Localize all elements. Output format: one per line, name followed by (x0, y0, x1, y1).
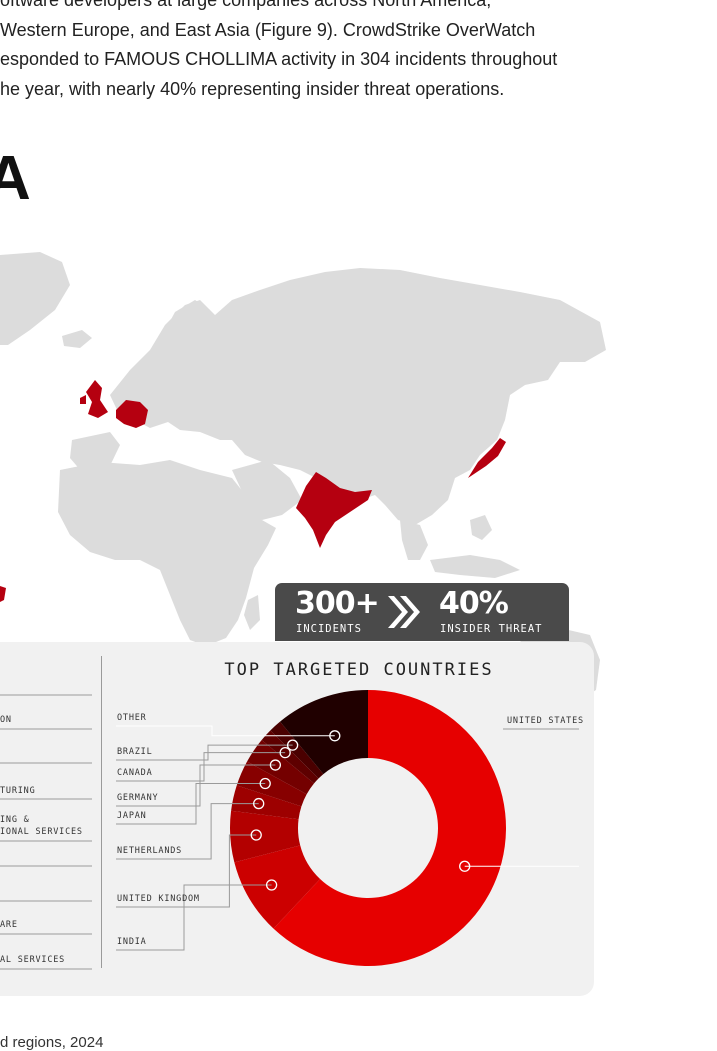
callout-line (116, 744, 293, 761)
callout-marker (265, 879, 278, 891)
intro-paragraph: oftware developers at large companies ac… (0, 0, 640, 104)
map-japan (468, 438, 506, 478)
map-landmass (0, 252, 606, 700)
intro-line: he year, with nearly 40% representing in… (0, 78, 505, 99)
callout: UNITED KINGDOM (116, 829, 262, 908)
callout-line (116, 803, 259, 860)
chart-title: TOP TARGETED COUNTRIES (224, 660, 494, 680)
donut-slice (234, 845, 321, 929)
double-chevron-right-icon (388, 596, 420, 628)
callout-marker (329, 730, 341, 742)
industry-label: ARE (0, 920, 18, 930)
callout: JAPAN (116, 777, 271, 825)
callout-marker (459, 860, 471, 872)
industry-label: IONAL SERVICES (0, 827, 83, 837)
country-label: OTHER (117, 713, 147, 723)
country-label: UNITED STATES (507, 716, 584, 726)
country-label: JAPAN (117, 811, 147, 821)
insider-threat-value: 40% (439, 586, 509, 621)
donut-slice (236, 761, 307, 807)
industry-label: TURING (0, 786, 36, 796)
callout-line (116, 725, 335, 737)
donut-slice (273, 690, 507, 966)
incidents-label: INCIDENTS (296, 623, 362, 635)
industry-label: ON (0, 715, 12, 725)
callout-marker (269, 759, 282, 771)
donut-slice (230, 810, 301, 863)
map-india (296, 472, 372, 548)
callout: NETHERLANDS (116, 797, 265, 860)
map-united-kingdom (86, 380, 108, 418)
section-heading-fragment: A (0, 144, 31, 213)
callout-line (116, 884, 272, 951)
callout: GERMANY (116, 759, 282, 807)
donut-slice (231, 785, 302, 820)
callout-marker (286, 739, 299, 751)
country-label: GERMANY (117, 793, 158, 803)
donut-slice (261, 730, 319, 784)
callout: BRAZIL (116, 739, 299, 761)
country-label: BRAZIL (117, 747, 153, 757)
callout-marker (259, 777, 271, 790)
callout-line (116, 764, 276, 807)
country-label: UNITED KINGDOM (117, 894, 200, 904)
figure-caption-fragment: d regions, 2024 (0, 1034, 104, 1051)
callout: CANADA (116, 746, 291, 782)
insider-threat-label: INSIDER THREAT (440, 623, 543, 635)
callout-marker (253, 797, 265, 810)
map-highlighted-countries (0, 380, 506, 602)
intro-line: Western Europe, and East Asia (Figure 9)… (0, 19, 536, 40)
stat-banner: 300+ INCIDENTS 40% INSIDER THREAT (275, 583, 569, 641)
panel-divider (101, 656, 102, 968)
country-label: NETHERLANDS (117, 846, 182, 856)
callout: INDIA (116, 879, 278, 951)
intro-line: oftware developers at large companies ac… (0, 0, 492, 10)
callout-line (116, 752, 286, 782)
callout-line (116, 783, 266, 825)
incidents-value: 300+ (295, 586, 380, 621)
callout: OTHER (116, 713, 341, 742)
industry-label: ING & (0, 815, 30, 825)
callout-marker (279, 746, 291, 759)
callout-marker (250, 829, 262, 841)
callout-line (116, 834, 257, 908)
country-label: INDIA (117, 937, 147, 947)
industry-label: AL SERVICES (0, 955, 65, 965)
callout: UNITED STATES (459, 716, 584, 872)
map-germany (116, 400, 148, 428)
country-label: CANADA (117, 768, 153, 778)
donut-slice (280, 690, 368, 775)
intro-line: esponded to FAMOUS CHOLLIMA activity in … (0, 49, 558, 69)
